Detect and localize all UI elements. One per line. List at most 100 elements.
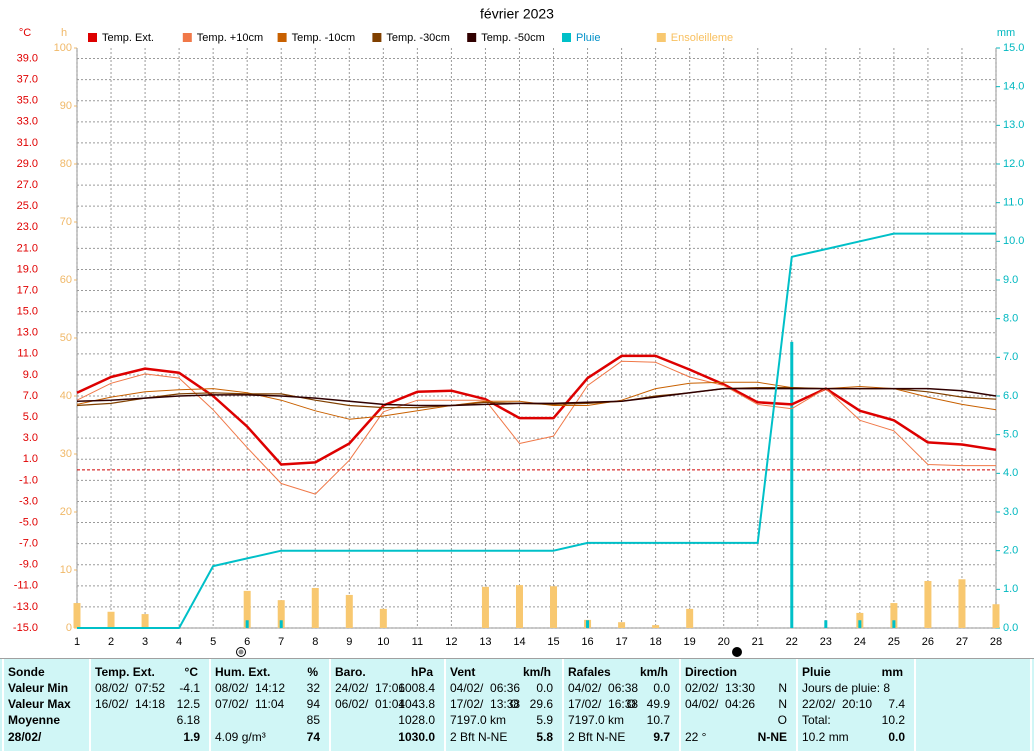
- y-tick-label: -15.0: [13, 622, 38, 634]
- y3-tick-label: 90: [60, 100, 72, 112]
- summary-table: Sonde Valeur Min Valeur Max Moyenne 28/02/Te…: [0, 658, 1034, 751]
- cell-value: 1043.8: [398, 697, 435, 711]
- x-tick-label: 2: [108, 636, 114, 648]
- y2-unit: mm: [997, 27, 1015, 39]
- y2-tick-label: 5.0: [1003, 429, 1018, 441]
- series-line: [76, 354, 997, 466]
- y-tick-label: -13.0: [13, 601, 38, 613]
- row-label: 28/02/: [8, 730, 42, 744]
- y-tick-label: 7.0: [23, 390, 38, 402]
- cell-text: 2 Bft N-NE: [568, 730, 625, 744]
- y3-tick-label: 30: [60, 448, 72, 460]
- rain-bar: [586, 620, 590, 628]
- x-tick-label: 19: [684, 636, 696, 648]
- column-header: Temp. Ext.: [95, 665, 155, 679]
- cell-value: 6.18: [177, 713, 201, 727]
- cell-value: 85: [307, 713, 321, 727]
- rain-bar: [279, 620, 283, 628]
- x-tick-label: 20: [718, 636, 730, 648]
- cell-value: 29.6: [530, 697, 554, 711]
- sunshine-bar: [992, 604, 1000, 628]
- sunshine-bar: [243, 590, 251, 628]
- cell-value: N: [778, 681, 787, 695]
- y-unit: °C: [19, 27, 31, 39]
- legend-swatch: [182, 33, 192, 42]
- cell-text: Total:: [802, 713, 831, 727]
- cell-value: 12.5: [177, 697, 201, 711]
- table-background: [0, 658, 1034, 751]
- y2-tick-label: 6.0: [1003, 390, 1018, 402]
- x-tick-label: 25: [888, 636, 900, 648]
- x-tick-label: 11: [412, 636, 423, 648]
- column-unit: °C: [185, 665, 199, 679]
- legend-swatch: [88, 33, 97, 42]
- legend-label: Temp. -30cm: [386, 32, 450, 44]
- y2-tick-label: 9.0: [1003, 274, 1018, 286]
- x-tick-label: 4: [176, 636, 182, 648]
- cell-value: 1008.4: [398, 681, 435, 695]
- cell-value: 5.8: [536, 730, 553, 744]
- row-label: Sonde: [8, 665, 45, 679]
- y-tick-label: -11.0: [14, 580, 38, 592]
- y2-tick-label: 0.0: [1003, 622, 1018, 634]
- x-tick-label: 3: [142, 636, 148, 648]
- x-tick-label: 26: [922, 636, 934, 648]
- y-tick-label: 15.0: [17, 306, 38, 318]
- sunshine-bar: [686, 608, 694, 628]
- cell-text: 06/02/ 01:04: [335, 697, 405, 711]
- sunshine-bar: [107, 611, 115, 628]
- cell-value: -4.1: [179, 681, 200, 695]
- y2-tick-label: 11.0: [1003, 197, 1024, 209]
- cell-value: N-NE: [758, 730, 787, 744]
- y2-tick-label: 15.0: [1003, 42, 1024, 54]
- cell-value: 49.9: [647, 697, 671, 711]
- cell-value: 1.9: [183, 730, 200, 744]
- x-tick-label: 1: [74, 636, 80, 648]
- y2-tick-label: 4.0: [1003, 467, 1018, 479]
- y-tick-label: 5.0: [23, 411, 38, 423]
- sunshine-bar: [652, 625, 660, 628]
- row-label: Valeur Min: [8, 681, 68, 695]
- y3-tick-label: 0: [66, 622, 72, 634]
- cell-value: 1030.0: [398, 730, 435, 744]
- column-header: Baro.: [335, 665, 366, 679]
- column-unit: km/h: [640, 665, 668, 679]
- cell-value: 0.0: [653, 681, 670, 695]
- cell-value: 32: [307, 681, 321, 695]
- cell-value: 9.7: [653, 730, 670, 744]
- x-tick-label: 27: [956, 636, 968, 648]
- x-tick-label: 8: [312, 636, 318, 648]
- y-tick-label: 33.0: [17, 116, 38, 128]
- x-tick-label: 18: [650, 636, 662, 648]
- y-tick-label: 3.0: [23, 432, 38, 444]
- rain-bar: [245, 620, 249, 628]
- sunshine-bar: [924, 581, 932, 628]
- sunshine-bar: [481, 586, 489, 628]
- column-unit: mm: [882, 665, 903, 679]
- y3-tick-label: 10: [60, 564, 72, 576]
- y-tick-label: 21.0: [17, 242, 38, 254]
- cell-value: 1028.0: [398, 713, 435, 727]
- y3-tick-label: 100: [54, 42, 72, 54]
- legend-label: Temp. +10cm: [197, 32, 263, 44]
- legend-swatch: [372, 33, 382, 42]
- x-tick-label: 12: [445, 636, 457, 648]
- x-tick-label: 24: [854, 636, 866, 648]
- y-tick-label: -7.0: [19, 538, 38, 550]
- cell-value: 10.2: [882, 713, 906, 727]
- sunshine-bar: [890, 603, 898, 628]
- y2-tick-label: 7.0: [1003, 351, 1018, 363]
- y-tick-label: 13.0: [17, 327, 38, 339]
- cell-text: 7197.0 km: [450, 713, 506, 727]
- series-line: [76, 387, 997, 407]
- cell-value: 0.0: [888, 730, 905, 744]
- cell-value: 5.9: [536, 713, 553, 727]
- x-tick-label: 15: [547, 636, 559, 648]
- y-tick-label: 35.0: [17, 95, 38, 107]
- moon-phase-icon: [732, 647, 742, 657]
- column-unit: hPa: [411, 665, 433, 679]
- moon-phase-icon: [238, 649, 244, 655]
- cell-text: 04/02/ 06:38: [568, 681, 638, 695]
- cell-value: N: [778, 697, 787, 711]
- series-line: [76, 360, 996, 495]
